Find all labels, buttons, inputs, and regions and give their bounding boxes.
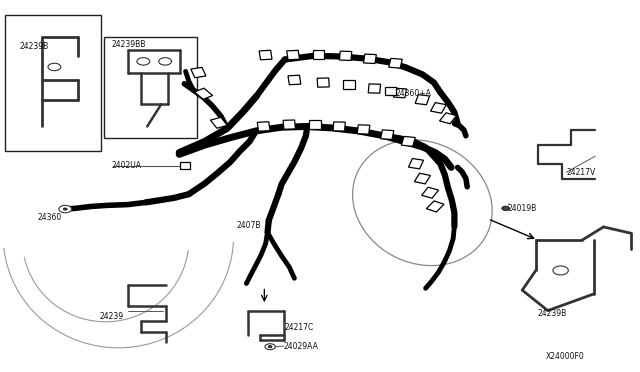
Bar xyxy=(381,130,394,140)
Text: 24360: 24360 xyxy=(37,213,61,222)
Text: 2402UA: 2402UA xyxy=(112,161,142,170)
Text: 24239BB: 24239BB xyxy=(112,40,147,49)
Text: 24239B: 24239B xyxy=(19,42,49,51)
Bar xyxy=(339,51,352,60)
Bar xyxy=(259,50,272,60)
Bar xyxy=(408,158,424,169)
Bar xyxy=(195,88,212,99)
Bar xyxy=(317,78,329,87)
Text: 24019B: 24019B xyxy=(508,204,537,213)
Bar xyxy=(431,103,446,113)
Bar xyxy=(313,50,324,59)
Bar xyxy=(5,15,101,151)
Text: 24239: 24239 xyxy=(99,312,124,321)
Circle shape xyxy=(159,58,172,65)
Bar xyxy=(440,113,456,124)
Bar xyxy=(388,58,403,68)
Text: 24029AA: 24029AA xyxy=(284,342,318,351)
Bar xyxy=(288,75,301,85)
Bar xyxy=(257,122,270,131)
Bar xyxy=(283,120,296,129)
Circle shape xyxy=(553,266,568,275)
Bar xyxy=(364,54,376,64)
Bar xyxy=(414,173,431,184)
Circle shape xyxy=(265,344,275,350)
Bar xyxy=(368,84,381,93)
Circle shape xyxy=(63,208,67,210)
Circle shape xyxy=(59,205,72,213)
Text: X24000F0: X24000F0 xyxy=(545,352,584,361)
Bar xyxy=(422,187,438,198)
Bar xyxy=(309,120,321,129)
Bar xyxy=(385,87,396,95)
Text: 24360+A: 24360+A xyxy=(396,89,431,98)
Text: 2407B: 2407B xyxy=(237,221,261,230)
Text: 24239B: 24239B xyxy=(538,309,567,318)
Circle shape xyxy=(137,58,150,65)
Bar xyxy=(191,67,206,78)
Bar xyxy=(426,201,444,212)
Bar xyxy=(104,37,197,138)
Bar xyxy=(394,88,406,98)
Circle shape xyxy=(502,206,509,211)
Bar xyxy=(287,50,300,60)
Circle shape xyxy=(48,63,61,71)
Circle shape xyxy=(268,346,272,348)
Bar xyxy=(180,162,190,169)
Bar xyxy=(343,80,355,89)
Bar xyxy=(333,122,345,131)
Bar xyxy=(211,117,227,128)
Text: 24217C: 24217C xyxy=(285,323,314,332)
Bar xyxy=(401,137,415,146)
Text: 24217V: 24217V xyxy=(566,169,596,177)
Bar xyxy=(357,125,370,134)
Bar xyxy=(415,94,429,105)
